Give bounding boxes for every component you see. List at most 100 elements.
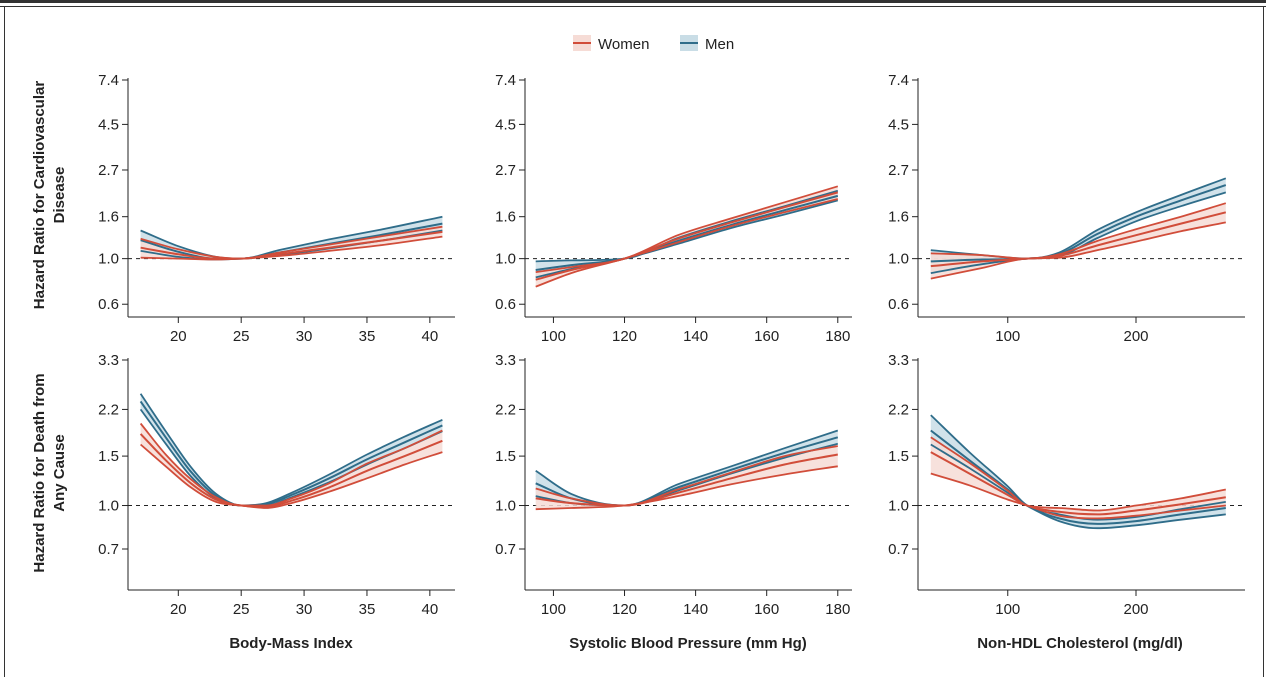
- x-tick-label: 40: [422, 328, 439, 345]
- series-line-women-upper: [930, 436, 1226, 512]
- y-tick-label: 1.0: [98, 498, 119, 515]
- y-tick-label: 1.5: [98, 448, 119, 465]
- y-tick-label: 4.5: [98, 116, 119, 133]
- panel-death-bmi: 0.7 1.0 1.5 2.2 3.3 20 25 30 35 40: [98, 352, 455, 618]
- y-tick-label: 1.6: [495, 209, 516, 226]
- y-tick-label: 1.0: [495, 498, 516, 515]
- series-line-men-values: [139, 400, 443, 507]
- y-tick-label: 1.0: [888, 498, 909, 515]
- series-line-men-lower: [930, 443, 1226, 530]
- series-line-women-values: [535, 453, 838, 507]
- ci-band-men: [140, 393, 443, 506]
- y-tick-label: 2.2: [98, 401, 119, 418]
- panel-death-sbp: 0.7 1.0 1.5 2.2 3.3 100 120 140 160 180: [495, 352, 852, 618]
- x-tick-label: 30: [296, 328, 313, 345]
- y-tick-label: 1.0: [495, 251, 516, 268]
- series-line-men-values: [930, 429, 1226, 525]
- series-line-women-upper: [535, 445, 838, 507]
- y-tick-label: 0.7: [98, 541, 119, 558]
- series-line-women-lower: [140, 443, 443, 509]
- legend-label-women: Women: [598, 36, 649, 53]
- legend-item-men: Men: [680, 35, 734, 53]
- x-tick-label: 120: [612, 601, 637, 618]
- xaxis-title-bmi: Body-Mass Index: [229, 635, 353, 652]
- y-tick-label: 3.3: [98, 352, 119, 369]
- x-tick-label: 20: [170, 601, 187, 618]
- series-line-women-lower: [535, 198, 839, 288]
- x-tick-label: 180: [825, 601, 850, 618]
- x-tick-label: 120: [612, 328, 637, 345]
- series-line-men-values: [930, 184, 1227, 263]
- series-line-men-upper: [139, 393, 443, 507]
- x-tick-label: 35: [359, 601, 376, 618]
- x-tick-label: 100: [541, 328, 566, 345]
- y-tick-label: 0.7: [888, 541, 909, 558]
- y-tick-label: 2.7: [888, 162, 909, 179]
- ylabel-cardiovascular-line2: Disease: [51, 167, 68, 224]
- panels: 0.6 1.0 1.6 2.7 4.5 7.4 20 25 30 35 40 0.6 1.0 1.6 2.7…: [98, 72, 1245, 618]
- y-tick-label: 0.7: [495, 541, 516, 558]
- xaxis-title-cholesterol: Non-HDL Cholesterol (mg/dl): [977, 635, 1183, 652]
- y-tick-label: 1.5: [888, 448, 909, 465]
- legend: Women Men: [573, 35, 734, 53]
- panel-cardiovascular-cholesterol: 0.6 1.0 1.6 2.7 4.5 7.4 100 200: [888, 72, 1245, 345]
- x-tick-label: 35: [359, 328, 376, 345]
- row-title-cardiovascular: Hazard Ratio for Cardiovascular Disease: [31, 81, 68, 310]
- y-tick-label: 1.0: [98, 251, 119, 268]
- y-tick-label: 0.6: [495, 296, 516, 313]
- series-line-women-lower: [930, 472, 1226, 520]
- ci-band-men: [930, 415, 1226, 529]
- row-title-death: Hazard Ratio for Death from Any Cause: [31, 373, 68, 572]
- panel-death-cholesterol: 0.7 1.0 1.5 2.2 3.3 100 200: [888, 352, 1245, 618]
- xaxis-title-sbp: Systolic Blood Pressure (mm Hg): [569, 635, 807, 652]
- x-tick-label: 140: [683, 328, 708, 345]
- y-tick-label: 1.0: [888, 251, 909, 268]
- series-line-women-lower: [930, 221, 1226, 280]
- series-line-men-upper: [535, 429, 839, 507]
- y-tick-label: 4.5: [495, 116, 516, 133]
- x-tick-label: 40: [422, 601, 439, 618]
- x-tick-label: 140: [683, 601, 708, 618]
- series-line-women-values: [535, 191, 839, 281]
- y-tick-label: 1.6: [98, 209, 119, 226]
- x-tick-label: 30: [296, 601, 313, 618]
- x-tick-label: 20: [170, 328, 187, 345]
- series-line-women-values: [930, 211, 1227, 268]
- series-line-women-upper: [535, 185, 839, 273]
- x-tick-label: 160: [754, 601, 779, 618]
- y-tick-label: 0.6: [888, 296, 909, 313]
- y-tick-label: 0.6: [98, 296, 119, 313]
- series-line-women-values: [139, 433, 443, 508]
- series-line-women-upper: [139, 422, 443, 507]
- legend-item-women: Women: [573, 35, 649, 53]
- series-line-men-values: [535, 194, 839, 271]
- series-line-women-values: [930, 451, 1226, 516]
- x-tick-label: 25: [233, 328, 250, 345]
- y-tick-label: 7.4: [98, 72, 119, 89]
- x-tick-label: 100: [541, 601, 566, 618]
- y-tick-label: 3.3: [495, 352, 516, 369]
- legend-label-men: Men: [705, 36, 734, 53]
- x-tick-label: 160: [754, 328, 779, 345]
- y-tick-label: 3.3: [888, 352, 909, 369]
- y-tick-label: 7.4: [495, 72, 516, 89]
- series-line-women-lower: [535, 465, 838, 511]
- y-tick-label: 2.7: [495, 162, 516, 179]
- y-tick-label: 2.7: [98, 162, 119, 179]
- ylabel-death-line2: Any Cause: [51, 434, 68, 512]
- ylabel-death-line1: Hazard Ratio for Death from: [31, 373, 48, 572]
- y-tick-label: 4.5: [888, 116, 909, 133]
- y-tick-label: 1.5: [495, 448, 516, 465]
- ylabel-cardiovascular-line1: Hazard Ratio for Cardiovascular: [31, 81, 48, 310]
- panel-cardiovascular-sbp: 0.6 1.0 1.6 2.7 4.5 7.4 100 120 140 160 180: [495, 72, 852, 345]
- x-tick-label: 180: [825, 328, 850, 345]
- x-tick-label: 25: [233, 601, 250, 618]
- x-tick-label: 200: [1123, 601, 1148, 618]
- x-tick-label: 100: [995, 601, 1020, 618]
- x-tick-label: 100: [995, 328, 1020, 345]
- panel-cardiovascular-bmi: 0.6 1.0 1.6 2.7 4.5 7.4 20 25 30 35 40: [98, 72, 455, 345]
- y-tick-label: 7.4: [888, 72, 909, 89]
- y-tick-label: 2.2: [888, 401, 909, 418]
